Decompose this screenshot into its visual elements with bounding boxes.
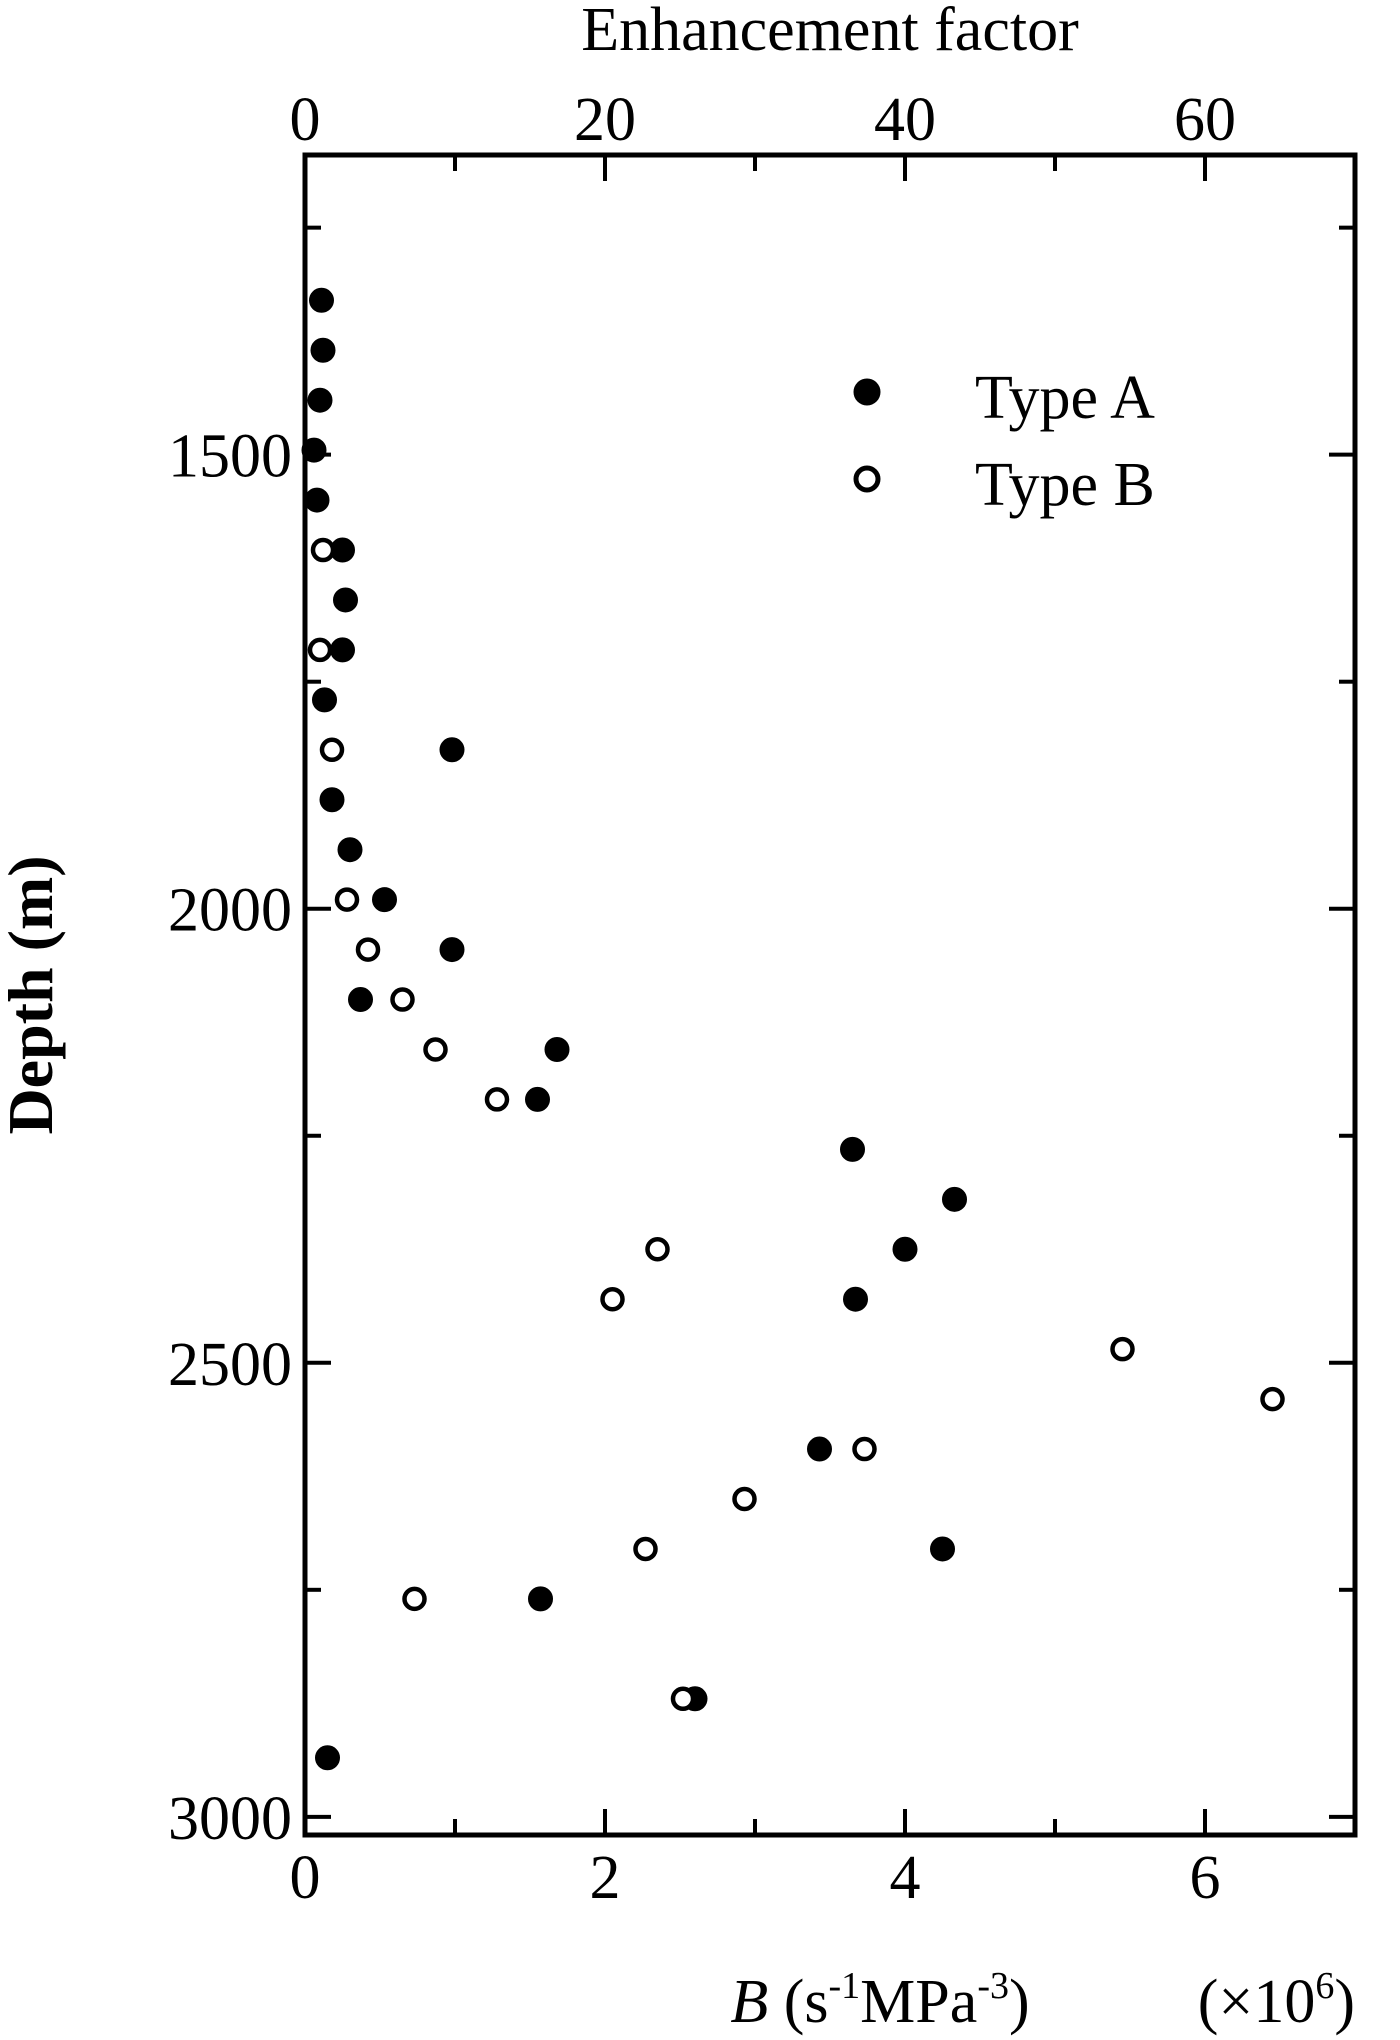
point-type-b — [355, 937, 381, 962]
x-bottom-axis-symbol: B — [730, 1968, 768, 2036]
x-top-tick-label: 0 — [290, 86, 321, 154]
x-top-tick-label: 40 — [874, 86, 936, 154]
point-type-a — [337, 837, 363, 863]
point-type-b — [402, 1586, 427, 1612]
point-type-a — [330, 537, 355, 563]
point-type-a — [348, 987, 373, 1013]
y-tick-label: 1500 — [168, 423, 292, 491]
point-type-a — [301, 437, 327, 463]
point-type-a — [942, 1186, 967, 1212]
point-type-b — [645, 1237, 670, 1262]
x-top-tick-label: 60 — [1174, 86, 1236, 154]
x-bottom-tick-label: 2 — [590, 1844, 621, 1912]
y-tick-label: 2000 — [168, 877, 292, 945]
point-type-a — [525, 1086, 550, 1112]
point-type-a — [439, 937, 465, 963]
x-multiplier-suffix: ) — [1334, 1968, 1355, 2036]
x-bottom-axis-unit-open: (s — [768, 1968, 828, 2036]
point-type-a — [304, 487, 330, 513]
point-type-a — [309, 287, 334, 313]
point-type-b — [600, 1286, 625, 1312]
y-tick-label: 3000 — [168, 1785, 292, 1853]
point-type-a — [528, 1586, 553, 1612]
x-bottom-axis-title: B (s-1MPa-3) — [730, 1965, 1029, 2036]
point-type-b — [670, 1686, 696, 1712]
point-type-a — [307, 387, 333, 413]
point-type-a — [319, 787, 345, 813]
y-tick-label: 2500 — [168, 1331, 292, 1399]
point-type-b — [310, 537, 336, 563]
y-axis-title: Depth (m) — [0, 855, 66, 1134]
point-type-b — [1110, 1336, 1135, 1362]
point-type-a — [930, 1536, 955, 1562]
point-type-b — [423, 1037, 448, 1062]
legend-marker-type-a — [853, 378, 881, 406]
point-type-a — [544, 1036, 570, 1062]
point-type-a — [330, 637, 355, 663]
point-type-b — [319, 737, 345, 763]
x-multiplier-sup: 6 — [1315, 1965, 1334, 2007]
point-type-b — [633, 1536, 658, 1562]
axis-ticks — [303, 155, 1357, 1835]
x-multiplier: (×106) — [1198, 1965, 1355, 2036]
point-type-a — [312, 687, 337, 713]
legend: Type A Type B — [853, 364, 1155, 519]
point-type-b — [484, 1087, 510, 1112]
x-bottom-axis-unit-close: ) — [1009, 1968, 1030, 2036]
point-type-b — [852, 1436, 877, 1462]
point-type-b — [334, 887, 360, 912]
point-type-a — [439, 737, 465, 763]
point-type-a — [372, 887, 397, 913]
point-type-b — [732, 1486, 757, 1512]
legend-label-type-b: Type B — [975, 451, 1155, 519]
point-type-a — [333, 587, 358, 613]
x-bottom-axis-sup2: -3 — [977, 1965, 1009, 2007]
x-bottom-tick-label: 6 — [1190, 1844, 1221, 1912]
point-type-a — [843, 1286, 868, 1312]
x-top-axis-title: Enhancement factor — [581, 0, 1079, 64]
point-type-b — [307, 637, 333, 663]
x-bottom-tick-label: 4 — [890, 1844, 921, 1912]
point-type-a — [315, 1745, 340, 1771]
point-type-b — [390, 987, 415, 1012]
point-type-a — [892, 1236, 918, 1262]
point-type-a — [807, 1436, 832, 1462]
point-type-b — [1260, 1386, 1285, 1412]
plot-frame — [302, 152, 1358, 1838]
x-top-tick-label: 20 — [574, 86, 636, 154]
data-points — [301, 287, 1285, 1771]
point-type-a — [310, 337, 336, 363]
x-multiplier-prefix: (×10 — [1198, 1968, 1316, 2036]
x-bottom-tick-label: 0 — [290, 1844, 321, 1912]
legend-marker-type-b — [853, 465, 881, 493]
legend-label-type-a: Type A — [975, 364, 1155, 432]
x-bottom-axis-unit-mid: MPa — [860, 1968, 977, 2036]
x-bottom-axis-sup1: -1 — [829, 1965, 861, 2007]
point-type-a — [840, 1136, 865, 1162]
